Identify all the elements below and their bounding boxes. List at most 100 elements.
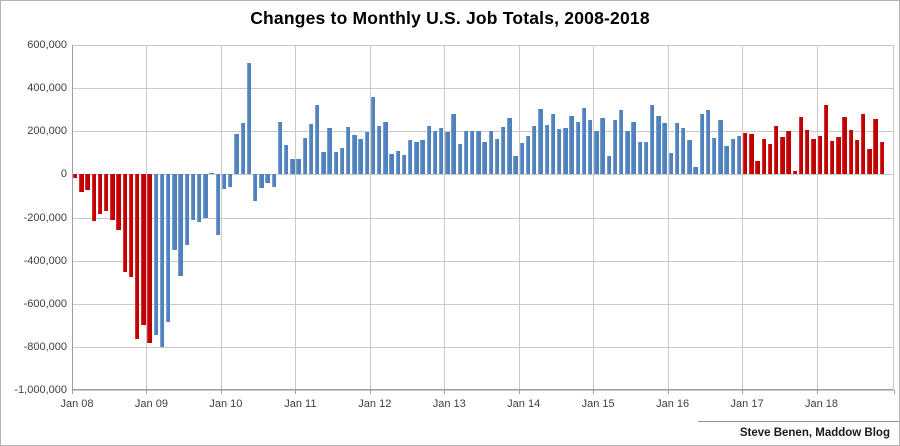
y-axis-label: 200,000 — [27, 125, 67, 138]
bar-sep-14 — [569, 115, 574, 175]
bar-sep-10 — [271, 174, 276, 187]
bar-jan-10 — [221, 174, 227, 190]
bar-apr-18 — [836, 136, 841, 175]
bar-aug-15 — [637, 142, 642, 175]
bar-feb-16 — [674, 122, 680, 175]
bar-jan-14 — [519, 143, 525, 175]
bar-feb-18 — [823, 104, 829, 175]
plot-area — [72, 45, 894, 391]
bar-may-09 — [172, 174, 177, 251]
x-axis-label: Jan 16 — [656, 398, 690, 410]
x-gridline — [369, 45, 371, 390]
bar-dec-11 — [364, 132, 369, 175]
bar-sep-16 — [718, 120, 723, 175]
x-axis-tick — [220, 390, 222, 394]
attribution: Steve Benen, Maddow Blog — [739, 427, 890, 439]
chart-title: Changes to Monthly U.S. Job Totals, 2008… — [250, 8, 650, 28]
x-axis-label: Jan 09 — [134, 398, 168, 410]
x-axis-label: Jan 10 — [209, 398, 243, 410]
bar-jan-12 — [370, 96, 376, 175]
bar-jul-08 — [110, 174, 115, 220]
bar-may-11 — [321, 152, 326, 175]
x-axis-tick — [72, 390, 73, 394]
bar-jul-11 — [333, 151, 338, 175]
bar-may-10 — [246, 63, 252, 175]
y-axis-line — [72, 45, 73, 390]
bar-jan-15 — [594, 131, 599, 175]
y-gridline — [72, 390, 894, 391]
y-gridline — [72, 260, 894, 262]
bar-nov-18 — [879, 142, 884, 175]
x-axis-tick — [444, 390, 446, 394]
bar-nov-12 — [432, 130, 438, 175]
x-axis-label: Jan 17 — [730, 398, 764, 410]
bar-dec-15 — [662, 122, 667, 175]
bar-dec-12 — [439, 128, 444, 175]
bar-oct-13 — [501, 126, 506, 175]
x-axis-tick — [816, 390, 818, 394]
bar-oct-11 — [352, 134, 357, 175]
bar-sep-17 — [792, 171, 798, 175]
bar-nov-11 — [358, 139, 363, 175]
y-axis-label: 0 — [60, 168, 67, 181]
bar-jan-18 — [817, 136, 822, 175]
bar-apr-17 — [761, 138, 767, 175]
bar-sep-18 — [867, 148, 872, 175]
y-gridline — [72, 303, 894, 305]
bar-jan-17 — [743, 133, 748, 175]
bar-jul-16 — [705, 109, 711, 175]
y-gridline — [72, 217, 894, 219]
bar-jan-13 — [445, 131, 450, 175]
y-gridline — [72, 174, 894, 176]
bar-oct-12 — [426, 125, 432, 175]
x-axis-tick — [295, 390, 297, 394]
bar-dec-16 — [736, 135, 742, 175]
y-gridline — [72, 45, 894, 46]
y-axis-label: -400,000 — [23, 254, 67, 267]
bar-feb-14 — [525, 135, 531, 175]
x-gridline — [518, 45, 520, 390]
bar-feb-12 — [377, 125, 382, 175]
bar-jan-11 — [296, 159, 301, 175]
bar-feb-15 — [600, 118, 605, 175]
x-axis-label: Jan 14 — [507, 398, 541, 410]
x-gridline — [444, 45, 446, 390]
plot-right-border — [893, 45, 894, 390]
bar-apr-09 — [166, 174, 171, 323]
bar-jul-09 — [184, 174, 190, 246]
y-gridline — [72, 131, 894, 133]
y-axis-label: -600,000 — [23, 297, 67, 310]
bar-jul-18 — [854, 139, 860, 175]
x-gridline — [667, 45, 669, 390]
x-axis-label: Jan 13 — [432, 398, 466, 410]
bar-oct-09 — [203, 174, 208, 218]
bar-mar-08 — [85, 174, 90, 190]
bar-may-13 — [470, 131, 475, 175]
x-axis-tick — [593, 390, 595, 394]
x-gridline — [593, 45, 595, 390]
bar-apr-12 — [389, 153, 394, 175]
bar-jun-13 — [476, 131, 481, 175]
x-gridline — [146, 45, 148, 390]
bar-jun-12 — [401, 155, 407, 175]
bar-jun-14 — [550, 114, 556, 175]
bar-sep-12 — [420, 139, 425, 175]
x-gridline — [295, 45, 297, 390]
bar-apr-08 — [91, 174, 96, 221]
bar-aug-12 — [414, 142, 419, 175]
bar-oct-15 — [649, 105, 655, 175]
bar-sep-13 — [494, 139, 500, 175]
bar-dec-08 — [141, 174, 146, 325]
x-axis-label: Jan 12 — [358, 398, 392, 410]
bar-may-17 — [767, 144, 773, 175]
bar-mar-12 — [383, 121, 388, 175]
bar-jun-15 — [625, 131, 630, 175]
bar-jun-16 — [699, 114, 704, 175]
bar-mar-11 — [308, 123, 314, 175]
bar-jul-10 — [259, 174, 264, 188]
bar-feb-08 — [79, 174, 84, 193]
bar-dec-09 — [215, 174, 221, 236]
bar-may-16 — [693, 166, 698, 175]
bar-aug-17 — [786, 131, 791, 175]
bar-jan-16 — [668, 152, 673, 175]
